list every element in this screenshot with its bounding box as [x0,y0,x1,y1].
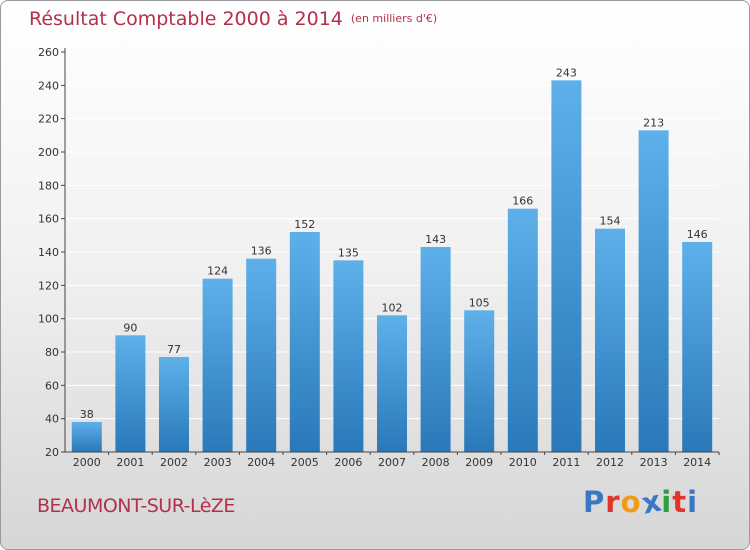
city-name: BEAUMONT-SUR-LèZE [37,495,235,517]
data-label: 77 [167,343,181,356]
logo-letter: i [661,485,673,519]
bar [551,80,582,452]
chart-title-text: Résultat Comptable 2000 à 2014 [29,8,343,30]
bar [202,278,233,452]
bar [682,242,713,452]
y-tick-label: 200 [38,146,59,159]
data-label: 124 [207,265,228,278]
x-tick-label: 2007 [378,456,406,469]
data-label: 105 [469,296,490,309]
bar [595,228,625,452]
axes: 20 40 60 80 100 120 140 160 180 200 220 240 260 2000 2… [38,46,720,469]
logo-letter: P [583,485,606,519]
logo-letter: r [605,485,621,519]
x-tick-label: 2011 [552,456,580,469]
x-tick-label: 2010 [509,456,537,469]
logo-letter: i [687,485,699,519]
y-tick-label: 220 [38,113,59,126]
bar [377,315,407,452]
x-tick-label: 2000 [73,456,101,469]
bar [115,335,146,452]
data-label: 136 [251,245,272,258]
data-label: 38 [80,408,94,421]
x-tick-label: 2008 [422,456,450,469]
y-tick-label: 260 [38,46,59,59]
bar [159,357,189,452]
logo-letter: o [620,485,642,519]
logo-letter: t [672,485,688,519]
data-label: 213 [643,116,664,129]
data-label: 102 [382,301,403,314]
y-tick-label: 160 [38,213,59,226]
x-tick-label: 2003 [204,456,232,469]
data-label: 146 [687,228,708,241]
chart-title: Résultat Comptable 2000 à 2014 (en millie… [29,8,437,30]
y-tick-label: 40 [45,413,59,426]
bar [246,258,277,452]
x-tick-label: 2001 [116,456,144,469]
y-tick-label: 120 [38,279,59,292]
y-tick-label: 180 [38,179,59,192]
bars: 38 90 77 124 136 152 135 102 143 105 166 243 154 213 1… [71,66,713,453]
data-label: 135 [338,246,359,259]
x-tick-label: 2004 [247,456,275,469]
y-tick-label: 140 [38,246,59,259]
bar [289,232,320,452]
bar [420,247,451,452]
x-tick-label: 2006 [334,456,362,469]
y-tick-label: 240 [38,79,59,92]
data-label: 90 [123,321,137,334]
x-tick-label: 2009 [465,456,493,469]
x-tick-label: 2014 [683,456,711,469]
bar [507,208,538,452]
chart-subtitle: (en milliers d'€) [350,12,438,25]
data-label: 166 [512,195,533,208]
y-tick-label: 80 [45,346,59,359]
y-tick-label: 100 [38,313,59,326]
bar [464,310,495,452]
bar [638,130,669,453]
proxiti-logo: Proxiti [583,483,699,520]
data-label: 143 [425,233,446,246]
bar [71,422,102,452]
x-tick-label: 2005 [291,456,319,469]
data-label: 243 [556,66,577,79]
y-tick-label: 60 [45,379,59,392]
bar [333,260,364,452]
data-label: 152 [294,218,315,231]
x-tick-label: 2013 [640,456,668,469]
data-label: 154 [600,215,621,228]
x-tick-label: 2012 [596,456,624,469]
x-tick-label: 2002 [160,456,188,469]
y-tick-label: 20 [45,446,59,459]
